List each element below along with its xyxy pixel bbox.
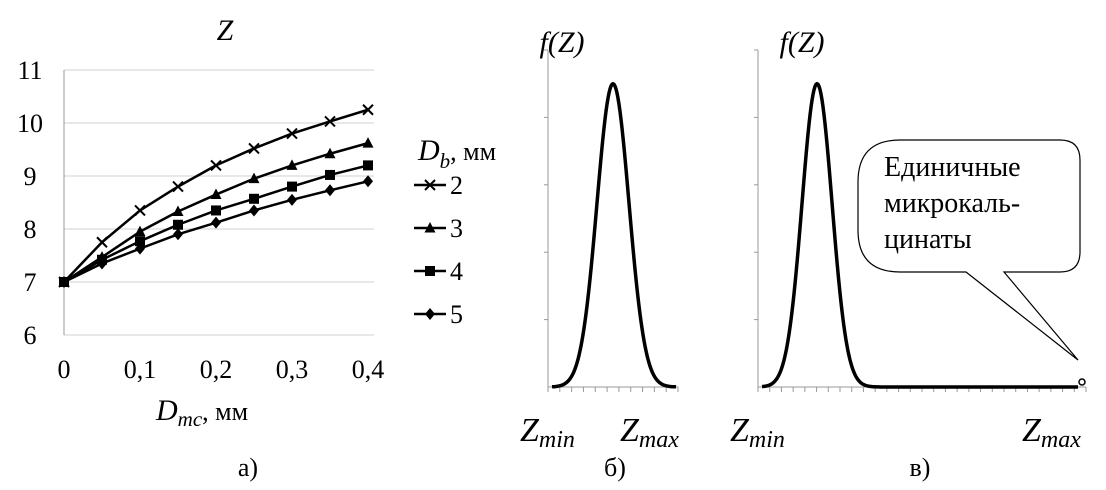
panel-a-point-5 bbox=[135, 242, 145, 255]
panel-a-point-5 bbox=[97, 257, 107, 270]
panel-a-point-4 bbox=[249, 193, 259, 204]
panel-a-y-tick-label: 11 bbox=[17, 56, 42, 85]
panel-c-outlier-point bbox=[1078, 378, 1086, 386]
panel-a-y-tick-label: 9 bbox=[24, 162, 37, 191]
panel-c-chart: Единичные микрокаль- цинаты f(Z) Zmin Zm… bbox=[730, 26, 1087, 482]
panel-a-legend-marker-2 bbox=[424, 179, 436, 191]
panel-c-y-axis-title: f(Z) bbox=[780, 26, 825, 59]
panel-c-y-ticks bbox=[754, 49, 758, 321]
panel-a-legend-label-4: 4 bbox=[450, 257, 463, 286]
panel-b-caption: б) bbox=[604, 453, 626, 482]
panel-c-x-left-label: Zmin bbox=[730, 412, 785, 453]
panel-a-point-3 bbox=[324, 147, 336, 159]
panel-b-x-left-label: Zmin bbox=[520, 412, 575, 453]
panel-a-point-2 bbox=[248, 142, 260, 155]
panel-a-gridlines bbox=[64, 69, 374, 336]
panel-a-legend-label-2: 2 bbox=[450, 171, 463, 200]
panel-c-callout-line-1: Единичные bbox=[884, 152, 1021, 183]
panel-a-point-5 bbox=[287, 193, 297, 206]
panel-c-callout-bubble bbox=[857, 139, 1081, 361]
panel-a-point-3 bbox=[172, 205, 184, 217]
panel-b-distribution-curve bbox=[551, 81, 677, 389]
panel-a-point-5 bbox=[249, 204, 259, 217]
panel-a-point-4 bbox=[287, 181, 297, 192]
panel-a-x-tick-label: 0,3 bbox=[276, 355, 309, 384]
panel-a-legend: 2 3 4 5 bbox=[414, 171, 463, 329]
panel-b-x-right-label: Zmax bbox=[620, 412, 679, 453]
panel-a-point-3 bbox=[248, 172, 260, 184]
panel-a-x-tick-label: 0,4 bbox=[352, 355, 385, 384]
panel-a-y-tick-label: 10 bbox=[17, 109, 43, 138]
panel-a-x-tick-label: 0 bbox=[58, 355, 71, 384]
panel-a-point-4 bbox=[135, 236, 145, 247]
panel-a-point-2 bbox=[134, 204, 146, 217]
panel-a-point-2 bbox=[286, 127, 298, 140]
panel-a-point-2 bbox=[210, 159, 222, 172]
panel-a-point-5 bbox=[211, 216, 221, 229]
panel-a-x-tick-labels: 0 0,1 0,2 0,3 0,4 bbox=[58, 355, 385, 384]
panel-c-distribution-curve bbox=[761, 81, 1079, 389]
panel-a-point-4 bbox=[363, 160, 373, 171]
panel-a-point-4 bbox=[173, 219, 183, 230]
panel-a-series-group bbox=[58, 104, 374, 288]
panel-a-legend-title: Db, мм bbox=[417, 134, 496, 173]
panel-a-point-4 bbox=[211, 205, 221, 216]
panel-a-point-2 bbox=[324, 115, 336, 128]
panel-a-y-axis-title: Z bbox=[217, 14, 234, 47]
panel-a-legend-marker-3 bbox=[424, 222, 436, 233]
panel-a-caption: а) bbox=[238, 453, 258, 482]
panel-a-legend-marker-4 bbox=[425, 266, 435, 276]
panel-a-x-axis-title: Dmc, мм bbox=[155, 394, 248, 431]
panel-a-x-tick-label: 0,1 bbox=[124, 355, 157, 384]
panel-a-point-3 bbox=[286, 159, 298, 170]
panel-a-point-2 bbox=[172, 180, 184, 193]
panel-a-y-tick-labels: 6 7 8 9 10 11 bbox=[17, 56, 43, 350]
panel-c-caption: в) bbox=[910, 453, 931, 482]
panel-a-point-5 bbox=[173, 228, 183, 241]
panel-a-y-tick-label: 8 bbox=[24, 215, 37, 244]
panel-a-point-2 bbox=[96, 236, 108, 248]
panel-a-legend-label-3: 3 bbox=[450, 214, 463, 243]
panel-a-point-2 bbox=[362, 104, 374, 116]
panel-a-point-5 bbox=[59, 276, 69, 288]
panel-a-point-5 bbox=[363, 175, 373, 188]
panel-a-point-3 bbox=[134, 225, 146, 237]
panel-b-y-ticks bbox=[544, 49, 548, 321]
panel-a-x-tick-label: 0,2 bbox=[200, 355, 233, 384]
panel-a-y-tick-label: 6 bbox=[24, 321, 37, 350]
panel-a-legend-label-5: 5 bbox=[450, 300, 463, 329]
panel-c-callout-line-3: цинаты bbox=[884, 224, 972, 255]
panel-b-y-axis-title: f(Z) bbox=[540, 26, 585, 59]
panel-b-x-ticks bbox=[547, 387, 679, 392]
panel-c-callout-line-2: микрокаль- bbox=[884, 188, 1020, 219]
panel-c-x-right-label: Zmax bbox=[1022, 412, 1081, 453]
panel-a-point-5 bbox=[325, 184, 335, 197]
panel-b-chart: f(Z) Zmin Zmax б) bbox=[520, 26, 679, 482]
panel-a-legend-marker-5 bbox=[425, 308, 435, 320]
panel-a-y-tick-label: 7 bbox=[24, 268, 37, 297]
panel-a-point-3 bbox=[210, 188, 222, 200]
panel-a-point-3 bbox=[362, 137, 374, 148]
panel-a-point-4 bbox=[325, 169, 335, 180]
